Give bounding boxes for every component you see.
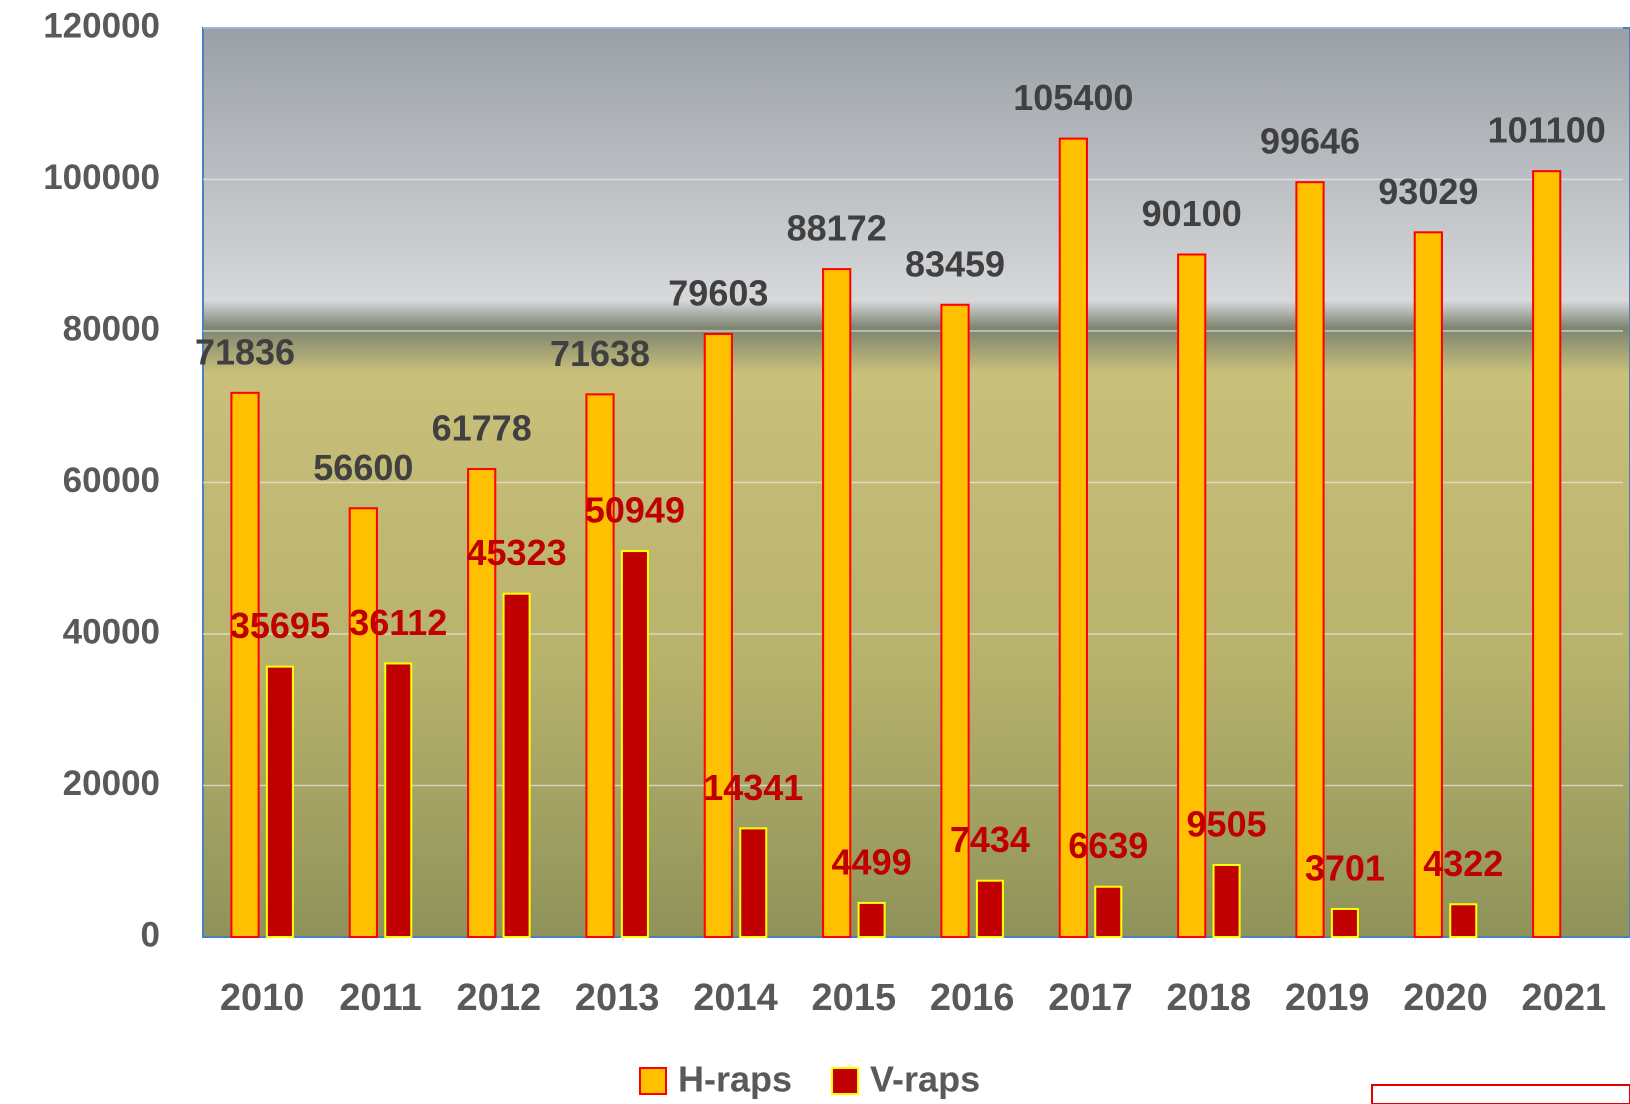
value-label: 88172 [787, 208, 887, 249]
value-label: 4499 [832, 841, 912, 882]
value-label: 7434 [950, 819, 1030, 860]
note-box [1371, 1084, 1630, 1104]
value-label: 101100 [1488, 110, 1606, 151]
value-label: 79603 [668, 273, 768, 314]
value-label: 71836 [195, 331, 295, 372]
value-label: 4322 [1423, 843, 1503, 884]
y-tick-label: 0 [141, 915, 160, 954]
bar [348, 507, 378, 938]
bar [384, 662, 413, 938]
bar [230, 391, 260, 938]
legend-swatch [831, 1067, 860, 1095]
x-tick-label: 2013 [575, 977, 660, 1019]
x-tick-label: 2015 [812, 977, 897, 1019]
value-label: 83459 [905, 243, 1005, 284]
y-tick-label: 20000 [63, 764, 160, 803]
x-tick-label: 2017 [1048, 977, 1133, 1019]
value-label: 61778 [432, 408, 532, 449]
y-tick-label: 60000 [63, 461, 160, 500]
y-tick-label: 100000 [43, 158, 160, 197]
legend-label: H-raps [678, 1059, 792, 1100]
value-label: 14341 [703, 767, 803, 808]
value-label: 93029 [1378, 171, 1478, 212]
plot: 0 20000 40000 60000 80000 100000 120000 2010 718… [43, 6, 1623, 1100]
bar [1212, 863, 1241, 939]
value-label: 50949 [585, 490, 685, 531]
x-tick-label: 2019 [1285, 977, 1370, 1019]
bar [1449, 903, 1478, 939]
value-label: 105400 [1013, 77, 1133, 118]
x-tick-label: 2014 [693, 977, 778, 1019]
bar [1295, 181, 1325, 938]
bar [1413, 231, 1443, 939]
bar [620, 550, 649, 939]
value-label: 6639 [1068, 825, 1148, 866]
legend-label: V-raps [870, 1059, 980, 1100]
value-label: 45323 [467, 532, 567, 573]
y-tick-label: 120000 [43, 6, 160, 45]
bar [940, 303, 970, 938]
bar [585, 393, 615, 938]
bar [975, 879, 1004, 938]
bar [467, 468, 497, 938]
bar [857, 901, 886, 939]
value-label: 36112 [349, 602, 447, 643]
x-tick-label: 2016 [930, 977, 1015, 1019]
value-label: 56600 [313, 447, 413, 488]
value-label: 3701 [1305, 847, 1385, 888]
x-tick-label: 2012 [457, 977, 542, 1019]
x-tick-label: 2020 [1403, 977, 1488, 1019]
legend-swatch [639, 1067, 667, 1095]
bar [1532, 170, 1562, 939]
value-label: 35695 [230, 605, 330, 646]
bar [1058, 137, 1088, 939]
bar [739, 827, 768, 939]
bar [1330, 907, 1359, 938]
bar [1094, 885, 1123, 939]
value-label: 99646 [1260, 121, 1360, 162]
x-tick-label: 2018 [1167, 977, 1252, 1019]
y-tick-label: 40000 [63, 612, 160, 651]
x-tick-label: 2011 [339, 977, 421, 1019]
x-tick-label: 2021 [1522, 977, 1607, 1019]
value-label: 71638 [550, 333, 650, 374]
bar [1177, 253, 1207, 938]
x-tick-label: 2010 [220, 977, 305, 1019]
value-label: 90100 [1142, 193, 1242, 234]
bar [703, 333, 733, 938]
bar [822, 268, 852, 938]
bar [502, 592, 531, 938]
y-tick-label: 80000 [63, 309, 160, 348]
bar [265, 665, 294, 938]
value-label: 9505 [1187, 804, 1267, 845]
